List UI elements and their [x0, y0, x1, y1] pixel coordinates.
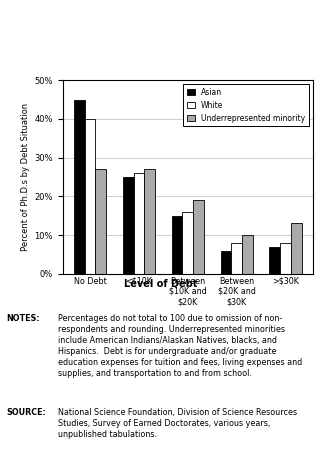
Bar	[134, 173, 144, 274]
Bar	[123, 177, 134, 274]
Text: National Science Foundation, Division of Science Resources
Studies, Survey of Ea: National Science Foundation, Division of…	[58, 408, 297, 439]
Legend: Asian, White, Underrepresented minority: Asian, White, Underrepresented minority	[183, 84, 309, 126]
Bar	[242, 235, 253, 274]
Bar	[182, 212, 193, 274]
Text: Level of Debt: Level of Debt	[124, 279, 197, 289]
Text: Percentages do not total to 100 due to omission of non-
respondents and rounding: Percentages do not total to 100 due to o…	[58, 314, 302, 379]
Bar	[193, 200, 204, 274]
Text: NOTES:: NOTES:	[6, 314, 40, 323]
Bar	[144, 169, 155, 274]
Y-axis label: Percent of Ph.D.s by Debt Situation: Percent of Ph.D.s by Debt Situation	[21, 103, 30, 251]
Bar	[291, 223, 302, 274]
Bar	[221, 251, 231, 274]
Bar	[74, 100, 85, 274]
Text: Figure 1. Cumulative debt related to the
education of S&E doctorate recipients (: Figure 1. Cumulative debt related to the…	[34, 13, 287, 61]
Bar	[85, 119, 95, 274]
Bar	[231, 243, 242, 274]
Bar	[95, 169, 106, 274]
Bar	[269, 247, 280, 274]
Bar	[280, 243, 291, 274]
Bar	[172, 216, 182, 274]
Text: SOURCE:: SOURCE:	[6, 408, 46, 417]
